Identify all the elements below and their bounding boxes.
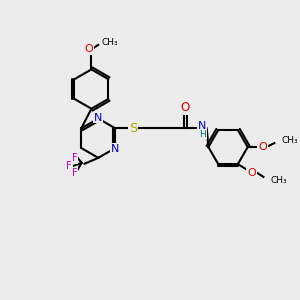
Text: O: O (84, 44, 93, 54)
Text: N: N (198, 122, 206, 131)
Text: S: S (129, 122, 137, 135)
Text: H: H (200, 130, 206, 139)
Text: O: O (181, 101, 190, 114)
Text: CH₃: CH₃ (270, 176, 287, 185)
Text: O: O (258, 142, 267, 152)
Text: F: F (66, 161, 72, 171)
Text: O: O (247, 168, 256, 178)
Text: N: N (111, 144, 119, 154)
Text: F: F (72, 153, 78, 163)
Text: N: N (94, 112, 103, 123)
Text: F: F (72, 168, 78, 178)
Text: CH₃: CH₃ (281, 136, 298, 145)
Text: CH₃: CH₃ (101, 38, 118, 47)
